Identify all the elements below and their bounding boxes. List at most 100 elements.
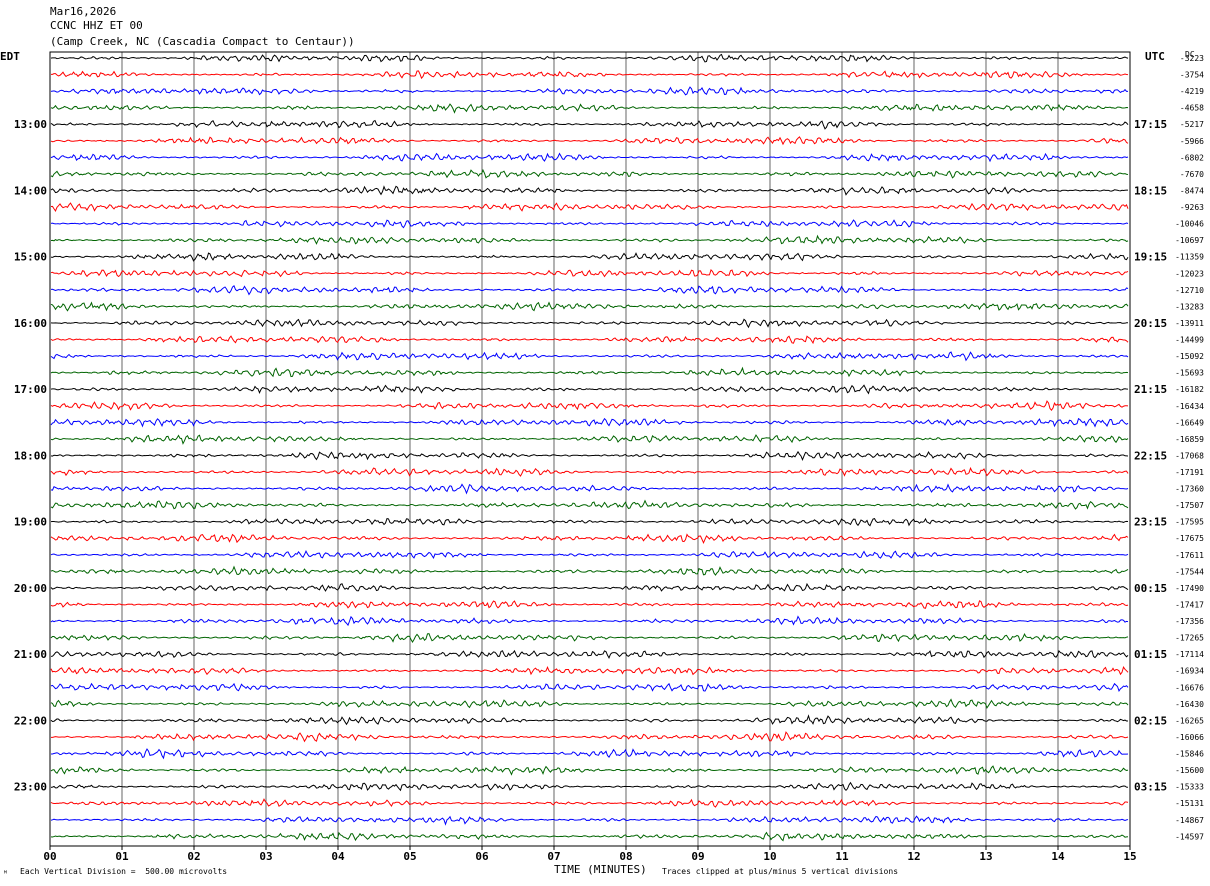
left-hour-label: 23:00 [14,781,47,794]
x-tick-label: 02 [187,850,200,863]
dc-offset-label: -15693 [1175,369,1204,378]
trace-line [50,185,1129,196]
trace-line [50,136,1129,146]
trace-line [50,649,1129,659]
left-hour-label: 16:00 [14,317,47,330]
right-hour-label: 01:15 [1134,648,1167,661]
dc-offset-label: -14867 [1175,816,1204,825]
dc-offset-label: -15333 [1175,783,1204,792]
dc-offset-label: -7670 [1180,170,1204,179]
dc-offset-label: -9263 [1180,203,1204,212]
dc-offset-label: -17507 [1175,501,1204,510]
scale-note: Each Vertical Division = 500.00 microvol… [20,867,228,876]
x-tick-label: 15 [1123,850,1136,863]
x-axis-title: TIME (MINUTES) [554,863,647,876]
dc-offset-label: -13911 [1175,319,1204,328]
trace-line [50,168,1129,179]
left-hour-label: 21:00 [14,648,47,661]
trace-line [50,351,1129,362]
x-tick-label: 11 [835,850,849,863]
x-tick-label: 14 [1051,850,1065,863]
station-location: (Camp Creek, NC (Cascadia Compact to Cen… [50,35,355,48]
plot-date: Mar16,2026 [50,5,117,18]
dc-offset-label: -10697 [1175,236,1204,245]
x-tick-label: 00 [43,850,56,863]
dc-offset-label: -17265 [1175,634,1204,643]
dc-offset-label: -17595 [1175,518,1204,527]
dc-offset-label: -16676 [1175,683,1204,692]
x-tick-label: 08 [619,850,632,863]
dc-offset-label: -17191 [1175,468,1204,477]
trace-line [50,285,1129,296]
trace-line [50,815,1129,826]
left-timezone-label: EDT [0,50,20,63]
minute-grid [49,51,1131,850]
dc-offset-label: -17675 [1175,534,1204,543]
dc-offset-label: -15846 [1175,750,1204,759]
dc-offset-label: -10046 [1175,220,1204,229]
plot-frame [49,51,1131,847]
trace-line [50,698,1129,709]
station-code: CCNC HHZ ET 00 [50,19,143,32]
x-tick-label: 03 [259,850,272,863]
dc-offset-label: -14597 [1175,832,1204,841]
dc-offset-label: -17114 [1175,650,1204,659]
left-hour-label: 17:00 [14,383,47,396]
dc-offset-label: -3754 [1180,71,1204,80]
trace-line [50,682,1129,693]
left-hour-label: 13:00 [14,118,47,131]
dc-offset-label: -12023 [1175,269,1204,278]
left-hour-label: 14:00 [14,184,47,197]
dc-offset-label: -16430 [1175,700,1204,709]
dc-offset-label: -17068 [1175,451,1204,460]
right-hour-label: 00:15 [1134,582,1167,595]
dc-offset-label: -16265 [1175,716,1204,725]
trace-line [50,119,1129,130]
dc-offset-label: -15092 [1175,352,1204,361]
clip-note: Traces clipped at plus/minus 5 vertical … [662,867,899,876]
x-tick-label: 05 [403,850,416,863]
trace-line [50,499,1129,510]
dc-header-label: DC [1185,50,1195,59]
trace-line [50,70,1129,80]
left-hour-label: 22:00 [14,714,47,727]
left-hour-label: 19:00 [14,516,47,529]
x-tick-label: 07 [547,850,560,863]
dc-offset-label: -16182 [1175,385,1204,394]
x-tick-label: 09 [691,850,704,863]
dc-offset-label: -4219 [1180,87,1204,96]
trace-line [50,748,1129,760]
trace-line [50,219,1129,229]
dc-offset-label: -8474 [1180,186,1204,195]
trace-line [50,615,1129,627]
dc-offset-label: -17356 [1175,617,1204,626]
trace-line [50,335,1129,345]
right-hour-label: 03:15 [1134,781,1167,794]
trace-line [50,152,1129,163]
dc-offset-label: -4658 [1180,104,1204,113]
dc-offset-label: -15131 [1175,799,1204,808]
dc-offset-label: -17490 [1175,584,1204,593]
trace-line [50,384,1129,395]
trace-line [50,400,1129,411]
corner-mark: ᴹ [3,869,8,878]
right-hour-label: 20:15 [1134,317,1167,330]
right-hour-label: 17:15 [1134,118,1167,131]
trace-line [50,252,1129,262]
right-hour-label: 23:15 [1134,516,1167,529]
x-tick-label: 12 [907,850,920,863]
right-hour-label: 21:15 [1134,383,1167,396]
dc-offset-label: -11359 [1175,253,1204,262]
dc-offset-label: -16649 [1175,418,1204,427]
left-hour-label: 20:00 [14,582,47,595]
trace-line [50,366,1129,378]
trace-line [50,831,1129,842]
dc-offset-label: -13283 [1175,302,1204,311]
trace-line [50,53,1129,63]
trace-line [50,86,1129,96]
trace-line [50,582,1129,592]
dc-offset-label: -6802 [1180,153,1204,162]
dc-offset-label: -3223 [1180,54,1204,63]
dc-offset-label: -16934 [1175,667,1204,676]
right-hour-label: 02:15 [1134,714,1167,727]
